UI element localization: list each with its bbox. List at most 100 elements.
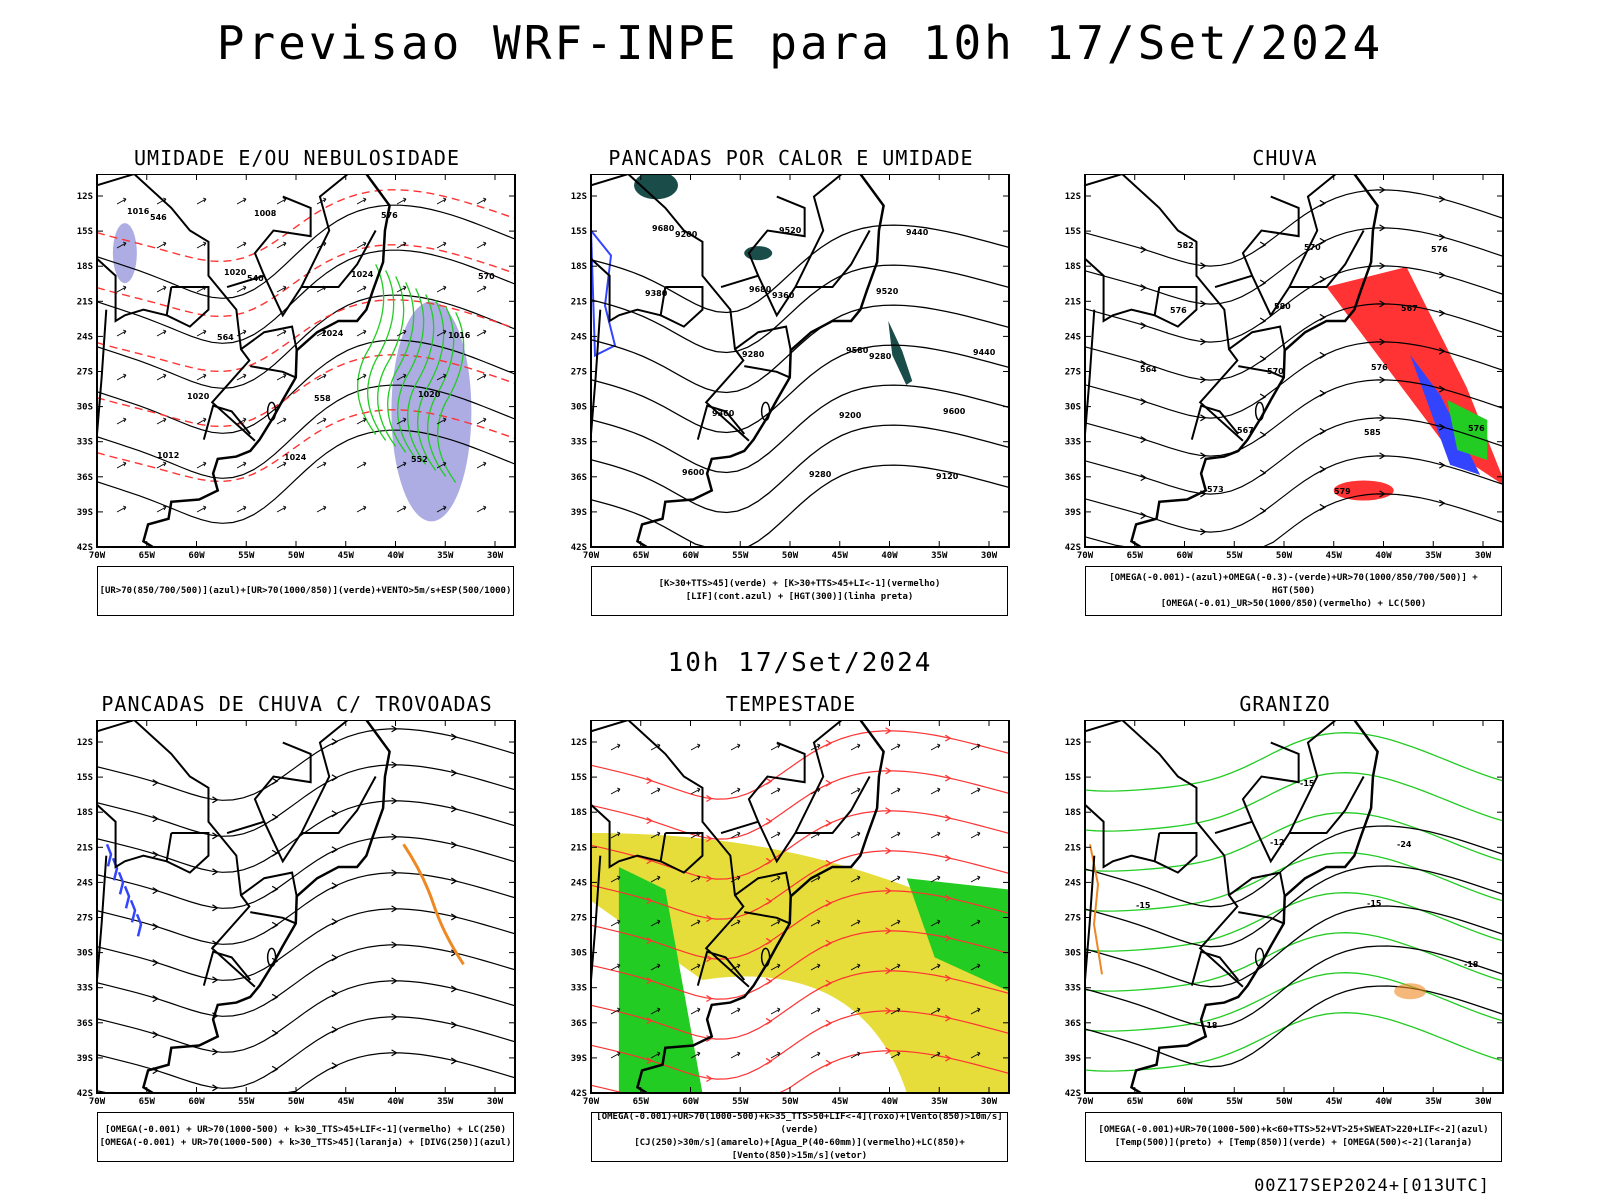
divergence-blue	[105, 843, 113, 867]
wind-vector	[476, 197, 487, 205]
lon-tick-label: 45W	[832, 1097, 849, 1107]
flow-arrow	[152, 923, 159, 931]
contour-label: 570	[1267, 367, 1284, 376]
wind-vector	[476, 461, 487, 469]
wind-vector	[810, 963, 821, 971]
wind-vector	[276, 417, 287, 425]
streamline	[1085, 341, 1503, 419]
wind-vector	[356, 241, 367, 249]
flow-arrow	[1438, 499, 1446, 507]
contour-label: 567	[1401, 304, 1418, 313]
wind-vector	[850, 963, 861, 971]
lon-tick-label: 65W	[1127, 1097, 1144, 1107]
contour-label: 1024	[321, 329, 344, 338]
wind-vector	[236, 505, 247, 513]
contour-line	[591, 424, 1009, 514]
flow-arrow	[1319, 503, 1327, 511]
wind-vector	[930, 875, 941, 883]
flow-arrow	[1379, 186, 1386, 194]
wind-vector	[610, 963, 621, 971]
wind-vector	[650, 831, 661, 839]
lat-tick-label: 18S	[77, 262, 93, 272]
flow-arrow	[450, 877, 458, 885]
wind-vector	[730, 1051, 741, 1059]
wind-vector	[850, 919, 861, 927]
lat-tick-label: 27S	[77, 368, 93, 378]
flow-arrow	[825, 859, 833, 867]
flow-arrow	[331, 918, 339, 926]
lon-tick-label: 55W	[238, 1097, 255, 1107]
wind-vector	[730, 963, 741, 971]
lat-tick-label: 15S	[571, 773, 587, 783]
green-contour	[417, 300, 445, 471]
legend-granizo: [OMEGA(-0.001)+UR>70(1000-500)+k<60+TTS>…	[1085, 1112, 1502, 1162]
map-frame	[590, 174, 1010, 548]
contour-label: 576	[381, 211, 398, 220]
map-content: -12 -15 -18 -18 -15 -24 -15	[1085, 732, 1503, 1072]
map-content: 9680 9680 9580 9600 9600 9520 9520 9440 9360 9280…	[591, 174, 1009, 547]
lat-tick-label: 18S	[77, 808, 93, 818]
flow-arrow	[1140, 360, 1147, 368]
contour-label: 579	[1334, 487, 1351, 496]
lon-tick-label: 60W	[682, 551, 699, 561]
flow-arrow	[706, 994, 713, 1003]
lat-tick-label: 15S	[571, 227, 587, 237]
wind-vector	[730, 831, 741, 839]
wind-vector	[476, 329, 487, 337]
flow-arrow	[1438, 233, 1446, 241]
panel-title: TEMPESTADE	[725, 692, 857, 716]
wind-vector	[930, 963, 941, 971]
wind-vector	[196, 373, 207, 381]
wind-vector	[396, 285, 407, 293]
contour-label: 9520	[876, 287, 899, 296]
lat-tick-label: 18S	[1065, 808, 1081, 818]
lat-tick-label: 24S	[1065, 332, 1081, 342]
lat-tick-label: 21S	[571, 843, 587, 853]
wind-vector	[890, 743, 901, 751]
wind-vector	[476, 285, 487, 293]
flow-arrow	[1438, 423, 1446, 431]
wind-vector	[930, 919, 941, 927]
flow-arrow	[706, 794, 713, 803]
wind-vector	[970, 919, 981, 927]
legend-trovoadas: [OMEGA(-0.001) + UR>70(1000-500) + k>30_…	[97, 1112, 514, 1162]
lat-tick-label: 36S	[77, 1019, 93, 1029]
wind-vector	[396, 417, 407, 425]
basemap	[591, 720, 885, 1093]
flow-arrow	[885, 1007, 892, 1015]
wind-vector	[276, 285, 287, 293]
flow-arrow	[152, 995, 159, 1003]
flow-arrow	[1259, 355, 1267, 363]
lon-tick-label: 40W	[881, 551, 898, 561]
panel-title: PANCADAS DE CHUVA C/ TROVOADAS	[101, 692, 493, 716]
streamline	[591, 810, 1009, 880]
lat-tick-label: 24S	[77, 332, 93, 342]
wind-vector	[770, 743, 781, 751]
green-contour	[367, 270, 395, 441]
flow-arrow	[450, 733, 458, 741]
contour-line	[97, 244, 515, 318]
lat-tick-label: 27S	[1065, 914, 1081, 924]
contour-line	[97, 189, 515, 263]
wind-vector	[156, 241, 167, 249]
flow-arrow	[1200, 528, 1207, 536]
contour-label: 9280	[742, 350, 765, 359]
streamline	[591, 770, 1009, 840]
flow-arrow	[450, 841, 458, 849]
lon-tick-label: 60W	[1176, 1097, 1193, 1107]
lat-tick-label: 42S	[77, 543, 93, 553]
lon-tick-label: 60W	[188, 551, 205, 561]
map-frame	[590, 720, 1010, 1094]
contour-label: 9580	[846, 346, 869, 355]
temp850-green	[1085, 892, 1503, 952]
wind-vector	[196, 241, 207, 249]
lon-tick-label: 65W	[633, 1097, 650, 1107]
contour-label: 1024	[284, 453, 307, 462]
basemap	[1085, 174, 1379, 547]
contour-line	[97, 429, 515, 524]
flow-arrow	[152, 779, 159, 787]
wind-vector	[890, 875, 901, 883]
contour-line	[1085, 865, 1503, 948]
lon-tick-label: 65W	[1127, 551, 1144, 561]
divergence-blue	[111, 857, 119, 881]
